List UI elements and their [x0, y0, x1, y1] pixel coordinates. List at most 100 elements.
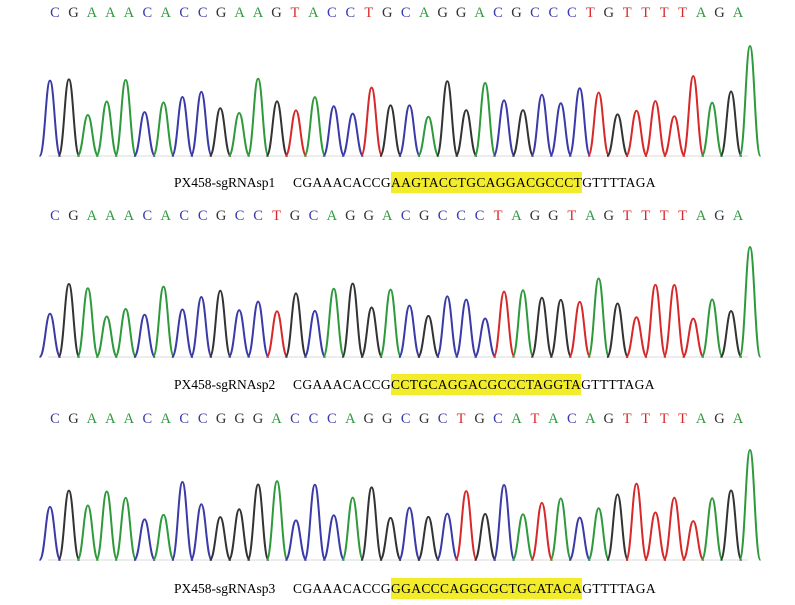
trace-peak-C	[133, 111, 157, 157]
base-call-G: G	[345, 208, 356, 224]
trace-peak-A	[95, 490, 119, 561]
base-call-G: G	[603, 411, 615, 427]
construct-sequence: CGAAACACCGCCTGCAGGACGCCCTAGGTAGTTTTAGA	[293, 374, 655, 395]
base-call-G: G	[714, 411, 725, 427]
base-call-C: C	[400, 5, 411, 21]
base-call-T: T	[622, 208, 632, 224]
sample-label: PX458-sgRNAsp1	[174, 175, 276, 190]
base-call-A: A	[123, 411, 135, 427]
base-call-A: A	[308, 5, 319, 21]
trace-peak-C	[303, 309, 327, 358]
trace-peak-A	[341, 496, 365, 561]
trace-peak-C	[454, 298, 478, 358]
base-call-A: A	[345, 411, 356, 427]
trace-peak-C	[303, 483, 327, 561]
trace-peak-T	[681, 75, 705, 157]
trace-peak-C	[397, 104, 421, 157]
base-call-G: G	[418, 411, 430, 427]
base-call-C: C	[400, 208, 411, 224]
trace-peak-C	[246, 300, 270, 358]
sample-label: PX458-sgRNAsp3	[174, 581, 276, 596]
trace-peak-A	[587, 277, 611, 358]
base-call-C: C	[197, 208, 208, 224]
base-call-T: T	[290, 5, 300, 21]
base-call-G: G	[271, 5, 282, 21]
base-call-A: A	[105, 5, 116, 21]
trace-peak-T	[284, 109, 308, 157]
trace-peak-C	[170, 95, 194, 157]
base-call-A: A	[732, 411, 744, 427]
trace-peak-T	[492, 290, 516, 358]
trace-peak-G	[606, 302, 630, 358]
trace-peak-T	[662, 496, 686, 561]
base-call-G: G	[215, 411, 227, 427]
base-call-A: A	[474, 5, 485, 21]
trace-peak-T	[643, 283, 667, 358]
trace-peak-T	[681, 520, 705, 561]
base-call-T: T	[272, 208, 281, 224]
base-call-G: G	[215, 5, 227, 21]
sequence-flank-right: GTTTTAGA	[582, 175, 656, 190]
trace-peak-A	[152, 513, 175, 561]
base-call-A: A	[732, 208, 744, 224]
base-call-C: C	[253, 208, 263, 224]
base-call-A: A	[511, 411, 522, 427]
base-call-A: A	[160, 5, 171, 21]
base-call-T: T	[678, 5, 688, 21]
base-call-T: T	[493, 208, 503, 224]
trace-peak-G	[208, 289, 232, 358]
base-call-T: T	[659, 208, 669, 224]
base-call-C: C	[530, 5, 540, 21]
trace-peak-G	[435, 80, 459, 157]
trace-peak-A	[303, 96, 327, 157]
sequence-flank-right: GTTTTAGA	[582, 581, 656, 596]
trace-peak-G	[719, 90, 743, 157]
trace-chromatogram	[38, 245, 762, 358]
base-call-C: C	[179, 208, 190, 224]
base-call-C: C	[327, 5, 337, 21]
trace-peak-C	[549, 102, 573, 157]
base-call-A: A	[695, 208, 707, 224]
base-call-T: T	[364, 5, 374, 21]
trace-peak-A	[416, 115, 440, 157]
base-call-G: G	[529, 208, 541, 224]
trace-peak-A	[738, 448, 762, 561]
base-call-T: T	[456, 411, 466, 427]
trace-peak-C	[189, 503, 213, 561]
trace-peak-T	[662, 284, 686, 358]
base-call-C: C	[179, 5, 190, 21]
base-call-G: G	[68, 208, 79, 224]
trace-peak-C	[38, 505, 62, 561]
trace-peak-C	[227, 309, 251, 358]
trace-peak-C	[341, 112, 365, 157]
trace-peak-C	[133, 518, 157, 561]
base-call-A: A	[123, 208, 135, 224]
trace-peak-T	[568, 300, 592, 358]
trace-peak-A	[511, 289, 535, 358]
trace-peak-G	[530, 296, 554, 358]
base-call-A: A	[160, 411, 171, 427]
trace-peak-A	[114, 496, 138, 561]
base-call-C: C	[197, 5, 208, 21]
trace-peak-C	[568, 516, 592, 561]
trace-peak-C	[189, 90, 213, 157]
base-call-G: G	[68, 411, 79, 427]
trace-peak-G	[379, 104, 403, 157]
trace-peak-C	[492, 99, 516, 157]
trace-peak-G	[454, 109, 478, 157]
trace-peak-C	[189, 296, 213, 358]
base-call-A: A	[732, 5, 744, 21]
base-call-C: C	[50, 208, 60, 224]
base-call-C: C	[567, 411, 577, 427]
trace-peak-C	[170, 308, 194, 358]
trace-peak-T	[643, 100, 667, 157]
base-call-C: C	[493, 411, 503, 427]
trace-peak-G	[208, 516, 232, 561]
base-call-C: C	[437, 208, 448, 224]
trace-peak-C	[133, 313, 157, 358]
base-call-A: A	[105, 208, 116, 224]
